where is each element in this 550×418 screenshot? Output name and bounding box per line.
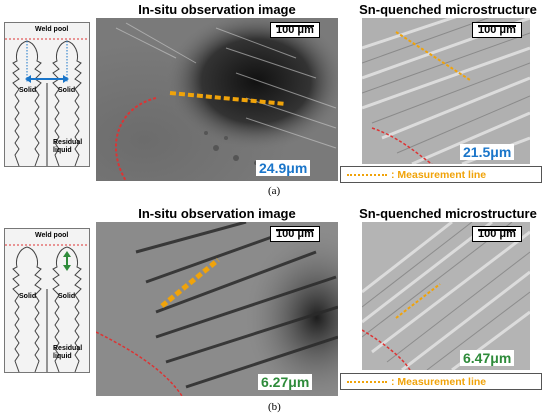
quenched-image-a — [362, 18, 530, 164]
in-situ-image-b — [96, 222, 338, 396]
scale-bar-b-quenched: 100 μm — [472, 226, 522, 242]
in-situ-title-a: In-situ observation image — [138, 2, 296, 17]
scale-bar-label: 100 μm — [478, 24, 516, 36]
in-situ-image-b-graphic — [96, 222, 338, 396]
measurement-legend-a: : Measurement line — [340, 166, 542, 183]
residual-label-b: Residual liquid — [53, 345, 83, 360]
legend-dash-a — [347, 173, 387, 176]
solid-label-a-left: Solid — [19, 87, 37, 94]
quenched-image-b — [362, 222, 530, 370]
dendrite-schematic-b — [5, 244, 89, 373]
in-situ-image-a-graphic — [96, 18, 338, 181]
measurement-legend-b: : Measurement line — [340, 373, 542, 390]
caption-b: (b) — [268, 401, 281, 413]
residual-label-a: Residual liquid — [53, 139, 83, 154]
weld-pool-label-a: Weld pool — [35, 26, 69, 33]
scale-bar-label: 100 μm — [276, 228, 314, 240]
scale-bar-label: 100 μm — [478, 228, 516, 240]
solid-label-b-right: Solid — [58, 293, 76, 300]
scale-bar-b-in-situ: 100 μm — [270, 226, 320, 242]
in-situ-title-b: In-situ observation image — [138, 206, 296, 221]
solid-label-b-left: Solid — [19, 293, 37, 300]
legend-label-a: : Measurement line — [391, 168, 487, 181]
schematic-a: Weld pool Solid Solid Residual liquid — [4, 22, 90, 167]
in-situ-value-a: 24.9μm — [256, 160, 311, 176]
quenched-title-a: Sn-quenched microstructure — [359, 2, 537, 17]
in-situ-value-b: 6.27μm — [258, 374, 313, 390]
schematic-b: Weld pool Solid Solid Residual liquid — [4, 228, 90, 373]
legend-label-b: : Measurement line — [391, 375, 487, 388]
dendrite-schematic-a — [5, 38, 89, 167]
quenched-value-b: 6.47μm — [460, 350, 515, 366]
solid-label-a-right: Solid — [58, 87, 76, 94]
weld-pool-label-b: Weld pool — [35, 232, 69, 239]
scale-bar-a-in-situ: 100 μm — [270, 22, 320, 38]
legend-dash-b — [347, 380, 387, 383]
quenched-title-b: Sn-quenched microstructure — [359, 206, 537, 221]
caption-a: (a) — [268, 185, 281, 197]
scale-bar-label: 100 μm — [276, 24, 314, 36]
scale-bar-a-quenched: 100 μm — [472, 22, 522, 38]
quenched-image-a-graphic — [362, 18, 530, 164]
quenched-image-b-graphic — [362, 222, 530, 370]
quenched-value-a: 21.5μm — [460, 144, 515, 160]
in-situ-image-a — [96, 18, 338, 181]
